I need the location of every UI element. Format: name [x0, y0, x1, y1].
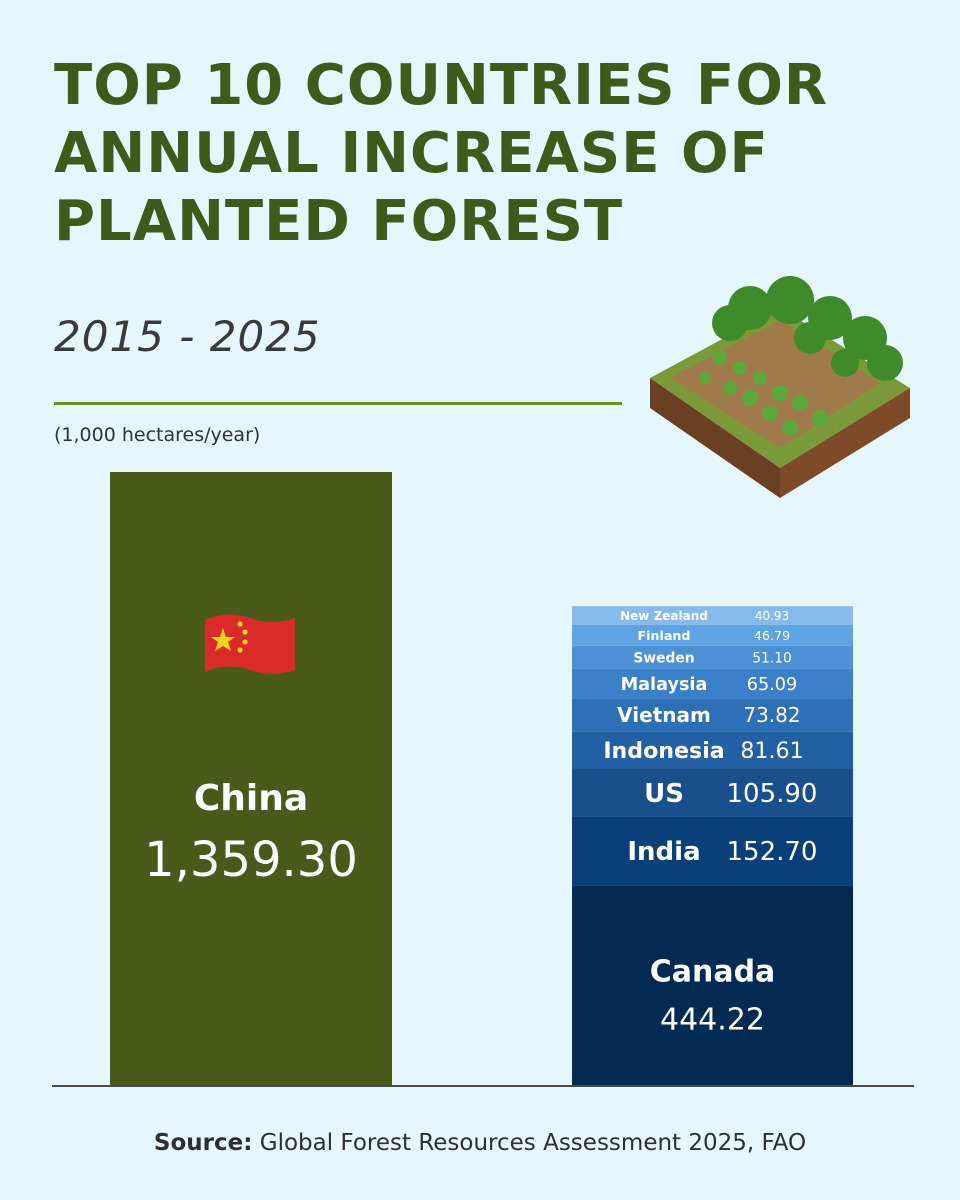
title-highlight: TOP 10	[54, 53, 285, 118]
segment-label-canada: Canada	[650, 955, 776, 990]
source-label: Source:	[153, 1130, 253, 1156]
segment-label-sweden: Sweden	[633, 650, 694, 666]
segment-value-indonesia: 81.61	[740, 738, 803, 764]
bar-china	[110, 472, 392, 1086]
segment-value-india: 152.70	[727, 837, 818, 867]
segment-value-finland: 46.79	[754, 628, 790, 643]
segment-label-new-zealand: New Zealand	[620, 609, 708, 623]
segment-value-canada: 444.22	[660, 1003, 765, 1038]
segment-value-sweden: 51.10	[752, 650, 792, 666]
forest-plot-illustration	[650, 276, 910, 498]
segment-label-indonesia: Indonesia	[603, 738, 724, 764]
segment-label-malaysia: Malaysia	[621, 675, 708, 695]
segment-india	[572, 816, 853, 886]
source-text: Global Forest Resources Assessment 2025,…	[252, 1130, 807, 1156]
segment-label-finland: Finland	[637, 628, 690, 643]
china-flag-icon	[205, 614, 295, 674]
period-label: 2015 - 2025	[54, 312, 321, 361]
segment-indonesia	[572, 731, 853, 769]
segment-label-vietnam: Vietnam	[617, 703, 711, 727]
unit-label: (1,000 hectares/year)	[54, 424, 261, 446]
segment-finland	[572, 624, 853, 646]
bar-value-china: 1,359.30	[144, 832, 358, 888]
segment-value-vietnam: 73.82	[743, 703, 800, 727]
segment-new-zealand	[572, 606, 853, 625]
bar-label-china: China	[194, 778, 308, 819]
page-title: TOP 10 COUNTRIES FOR ANNUAL INCREASE OF …	[54, 52, 874, 256]
segment-value-new-zealand: 40.93	[755, 609, 789, 623]
source-note: Source: Global Forest Resources Assessme…	[0, 1130, 960, 1156]
accent-rule	[54, 402, 622, 405]
segment-label-us: US	[644, 779, 684, 809]
segment-canada	[572, 885, 853, 1086]
segment-sweden	[572, 645, 853, 669]
segment-value-us: 105.90	[727, 779, 818, 809]
segment-label-india: India	[627, 837, 700, 867]
segment-value-malaysia: 65.09	[747, 675, 797, 695]
segment-malaysia	[572, 668, 853, 699]
segment-vietnam	[572, 698, 853, 732]
title-rest: COUNTRIES FOR ANNUAL INCREASE OF PLANTED…	[54, 53, 829, 254]
segment-us	[572, 768, 853, 817]
